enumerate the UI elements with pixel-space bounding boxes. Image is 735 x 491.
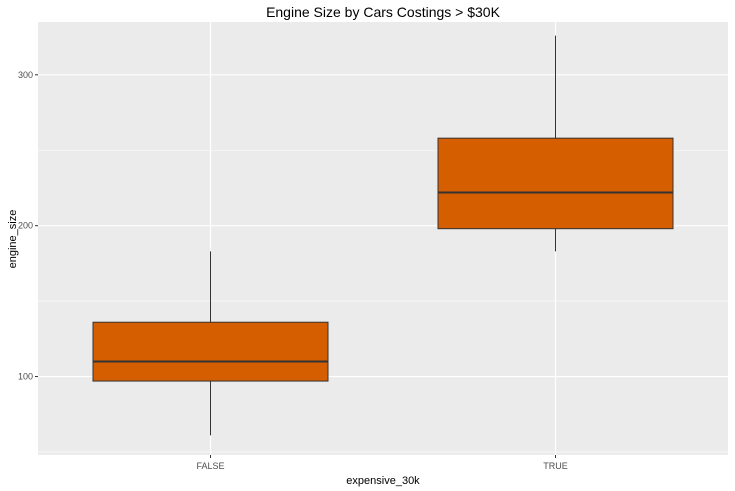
y-axis-ticks: 100 200 300 xyxy=(18,70,38,382)
chart-title: Engine Size by Cars Costings > $30K xyxy=(266,4,501,20)
box-iqr xyxy=(92,321,329,382)
box-false xyxy=(92,251,329,436)
x-tick-label: FALSE xyxy=(196,461,224,471)
box-iqr xyxy=(437,137,674,230)
box-true xyxy=(437,35,674,252)
y-tick-label: 200 xyxy=(18,221,33,231)
y-tick-label: 300 xyxy=(18,70,33,80)
y-axis-label: engine_size xyxy=(7,210,19,269)
box-series xyxy=(92,35,674,436)
x-tick-label: TRUE xyxy=(543,461,568,471)
x-axis-ticks: FALSE TRUE xyxy=(196,455,568,471)
plot-panel xyxy=(38,22,728,455)
x-axis-label: expensive_30k xyxy=(346,475,420,487)
y-tick-label: 100 xyxy=(18,372,33,382)
